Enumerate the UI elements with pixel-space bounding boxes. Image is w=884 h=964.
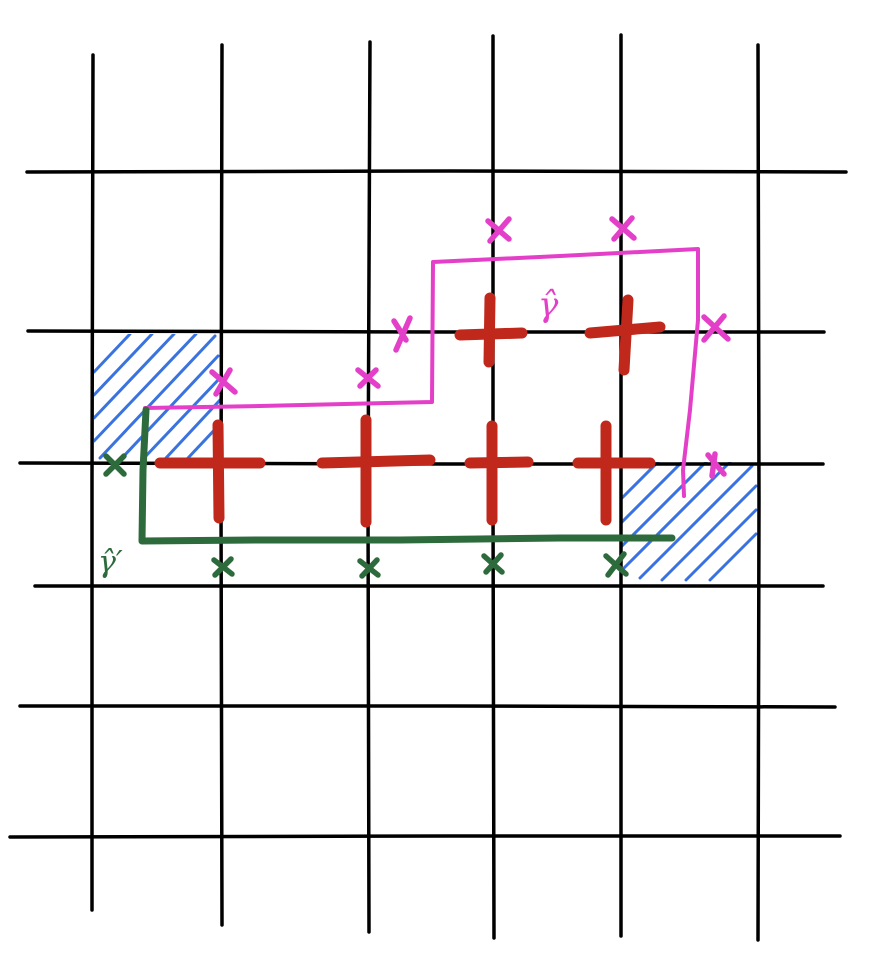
x-icon	[481, 552, 505, 575]
green-path-label: γ̂′	[98, 545, 123, 580]
x-icon	[211, 556, 235, 578]
pink-path-gamma-hat	[143, 247, 700, 498]
pink-path-label: γ̂	[538, 285, 559, 325]
x-icon	[603, 551, 629, 578]
hatched-plaquette-top-left	[94, 334, 220, 460]
red-plus-icon	[572, 420, 656, 526]
x-icon	[705, 451, 727, 479]
grid-horizontal-1	[25, 169, 848, 174]
red-plus-icon	[464, 420, 534, 526]
x-icon	[609, 215, 637, 242]
grid-horizontal-5	[18, 704, 837, 709]
grid-horizontal-2	[26, 329, 826, 334]
red-plus-icon	[316, 414, 436, 528]
grid-horizontal-6	[8, 834, 842, 839]
grid	[8, 33, 848, 942]
x-icon	[103, 453, 127, 477]
green-path-gamma-hat-prime	[138, 406, 676, 545]
hatched-plaquette-bottom-right	[620, 462, 758, 582]
x-icon	[485, 216, 512, 244]
x-icon	[355, 367, 381, 389]
x-icon	[357, 557, 381, 579]
grid-vertical-6	[756, 43, 761, 942]
pink-cross-marks	[209, 215, 731, 479]
red-plus-icon	[584, 294, 666, 376]
x-icon	[209, 367, 238, 397]
plus-marks	[154, 292, 666, 528]
red-plus-icon	[454, 292, 528, 368]
green-cross-marks	[103, 453, 629, 579]
x-icon	[701, 313, 731, 343]
grid-vertical-1	[90, 53, 95, 912]
x-icon	[391, 315, 413, 353]
red-plus-icon	[154, 419, 266, 524]
